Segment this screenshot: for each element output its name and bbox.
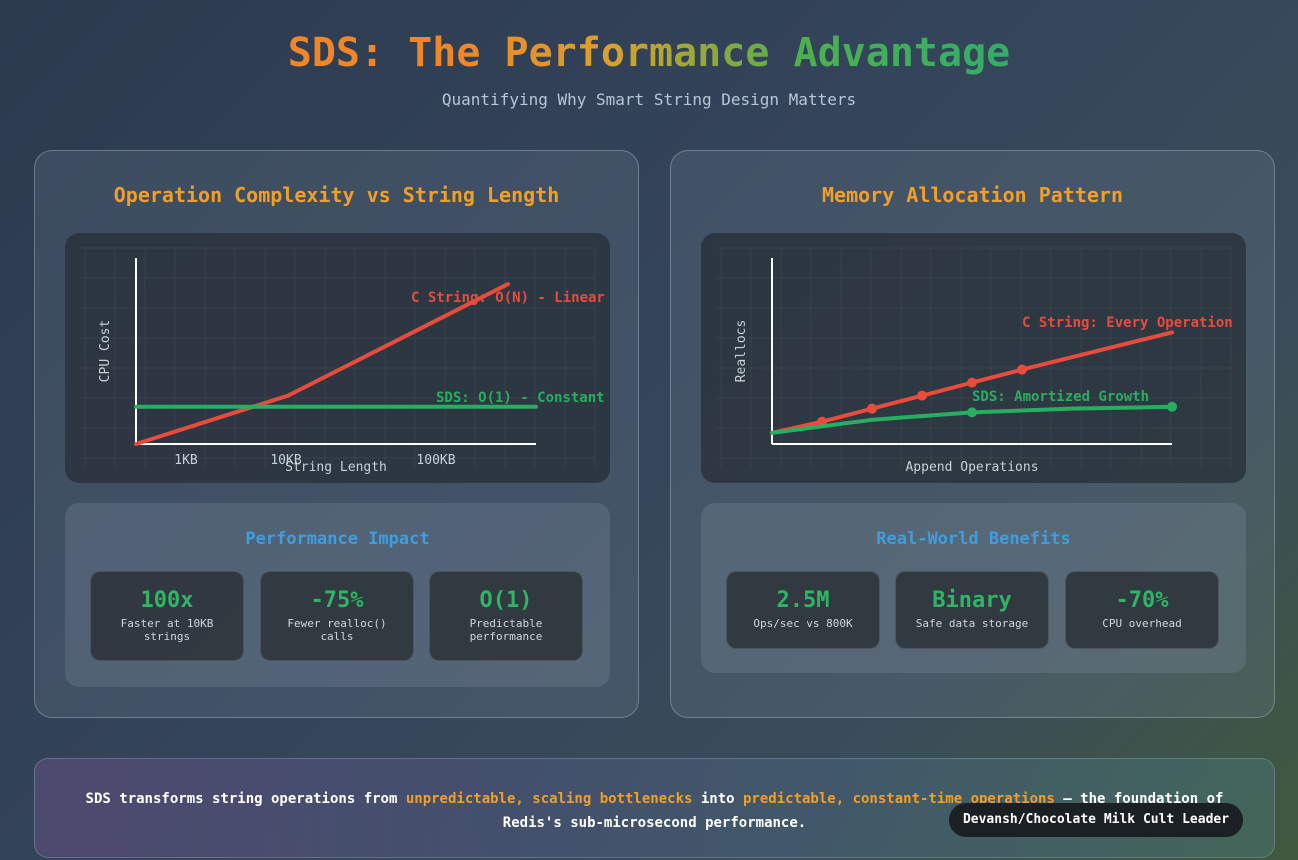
stat-value: 2.5M	[776, 588, 830, 613]
series-label: SDS: Amortized Growth	[972, 389, 1149, 405]
stat-value: O(1)	[479, 588, 533, 613]
performance-impact-title: Performance Impact	[245, 529, 430, 549]
y-axis-label: Reallocs	[734, 320, 749, 383]
stat-card: O(1) Predictable performance	[429, 571, 583, 661]
stat-value: 100x	[140, 588, 194, 613]
y-axis-label: CPU Cost	[98, 320, 113, 383]
page-title: SDS: The Performance Advantage	[269, 30, 1029, 76]
summary-footer: SDS transforms string operations from un…	[34, 758, 1275, 858]
data-point	[967, 377, 977, 388]
stat-card: 100x Faster at 10KB strings	[90, 571, 244, 661]
stat-card: -70% CPU overhead	[1065, 571, 1219, 649]
performance-impact-box: Performance Impact 100x Faster at 10KB s…	[65, 503, 610, 687]
stat-value: -70%	[1115, 588, 1169, 613]
stat-card: -75% Fewer realloc() calls	[260, 571, 414, 661]
memory-panel-title: Memory Allocation Pattern	[821, 183, 1124, 207]
stat-label: CPU overhead	[1102, 617, 1182, 630]
x-tick-label: 10KB	[270, 453, 301, 468]
series-line	[134, 282, 510, 446]
data-point	[867, 403, 877, 414]
complexity-panel-title: Operation Complexity vs String Length	[113, 183, 560, 207]
summary-highlight: unpredictable, scaling bottlenecks	[405, 791, 693, 807]
stat-card: Binary Safe data storage	[895, 571, 1049, 649]
data-point	[1167, 401, 1177, 412]
series-label: C String: Every Operation	[1022, 315, 1233, 331]
data-point	[917, 390, 927, 401]
memory-panel: Memory Allocation Pattern Reallocs Append…	[670, 150, 1275, 718]
summary-text-part: SDS transforms string operations from	[85, 791, 406, 807]
memory-chart: Reallocs Append Operations C String: Every…	[701, 233, 1246, 483]
data-point	[1017, 364, 1027, 375]
memory-chart-svg: Reallocs Append Operations C String: Every…	[716, 247, 1233, 475]
x-tick-label: 1KB	[174, 453, 198, 468]
complexity-chart-svg: CPU Cost String Length 1KB 10KB 100KB C Strin…	[80, 247, 605, 475]
real-world-benefits-title: Real-World Benefits	[876, 529, 1071, 549]
x-axis-label: Append Operations	[905, 460, 1038, 475]
complexity-panel: Operation Complexity vs String Length CP…	[34, 150, 639, 718]
stat-value: Binary	[932, 588, 1012, 613]
stat-label: Safe data storage	[915, 617, 1029, 630]
author-badge[interactable]: Devansh/Chocolate Milk Cult Leader	[949, 803, 1243, 837]
stat-card: 2.5M Ops/sec vs 800K	[726, 571, 880, 649]
complexity-chart: CPU Cost String Length 1KB 10KB 100KB C Strin…	[65, 233, 610, 483]
x-axis-label: String Length	[285, 460, 387, 475]
stat-label: Predictable performance	[469, 617, 543, 643]
stat-label: Ops/sec vs 800K	[753, 617, 853, 630]
stat-value: -75%	[310, 588, 364, 613]
summary-text-part: into	[692, 791, 743, 807]
series-label: C String: O(N) - Linear	[411, 290, 605, 306]
stat-label: Faster at 10KB strings	[120, 617, 214, 643]
page-subtitle: Quantifying Why Smart String Design Matt…	[441, 90, 857, 109]
real-world-benefits-box: Real-World Benefits 2.5M Ops/sec vs 800K…	[701, 503, 1246, 673]
x-tick-label: 100KB	[416, 453, 455, 468]
stat-label: Fewer realloc() calls	[287, 617, 387, 643]
data-point	[967, 407, 977, 418]
series-label: SDS: O(1) - Constant	[436, 390, 605, 406]
